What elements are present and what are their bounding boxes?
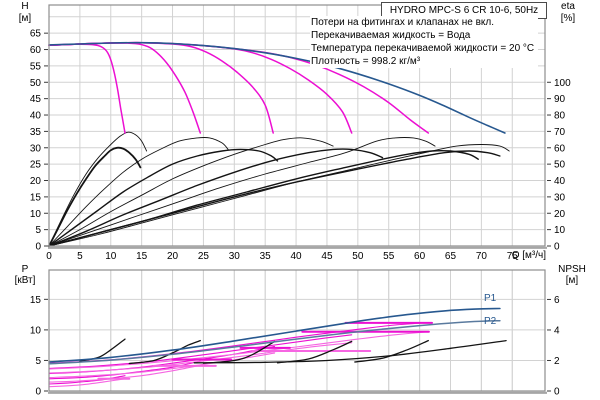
left-tick-label: 0: [35, 387, 41, 398]
x-tick-label: 65: [445, 251, 457, 262]
eta-curve-2: [48, 136, 229, 247]
info-line-liquid: Перекачиваемая жидкость = Вода: [311, 30, 471, 41]
x-tick-label: 15: [136, 251, 148, 262]
left-tick-label: 60: [30, 45, 42, 56]
npsh-curve-final: [193, 339, 507, 364]
h-axis-title: H: [21, 1, 29, 12]
right-tick-label: 10: [554, 225, 566, 236]
right-tick-label: 80: [554, 111, 566, 122]
qh-curve-max: [48, 41, 506, 134]
left-tick-label: 10: [30, 325, 42, 336]
left-tick-label: 20: [30, 176, 42, 187]
left-tick-label: 65: [30, 29, 42, 40]
eta-curve-4: [48, 137, 334, 247]
eta-curve-9: [48, 150, 501, 247]
left-tick-label: 5: [35, 225, 41, 236]
x-tick-label: 60: [414, 251, 426, 262]
eta-curve-1: [48, 131, 148, 247]
left-tick-label: 10: [30, 209, 42, 220]
x-tick-label: 50: [352, 251, 364, 262]
right-tick-label: 90: [554, 94, 566, 105]
info-block: Потери на фитингах и клапанах не вкл. Пе…: [310, 16, 539, 68]
npsh-axis-title: NPSH: [558, 264, 586, 275]
h-axis-unit: [м]: [18, 13, 32, 24]
right-tick-label: 50: [554, 160, 566, 171]
eta-curve-8: [48, 144, 510, 247]
left-tick-label: 55: [30, 61, 42, 72]
right-tick-label: 4: [554, 325, 560, 336]
p-axis-unit: [кВт]: [14, 275, 36, 286]
p-curve-4a: [48, 334, 353, 369]
x-tick-label: 0: [46, 251, 52, 262]
x-tick-label: 55: [383, 251, 395, 262]
left-tick-label: 0: [35, 242, 41, 253]
right-tick-label: 20: [554, 209, 566, 220]
p2-curve: [48, 319, 501, 365]
left-tick-label: 45: [30, 94, 42, 105]
q-axis-title: Q [м³/ч]: [511, 250, 546, 261]
right-tick-label: 100: [554, 78, 571, 89]
left-tick-label: 5: [35, 356, 41, 367]
x-tick-label: 45: [321, 251, 333, 262]
right-tick-label: 0: [554, 387, 560, 398]
info-line-density: Плотность = 998.2 кг/м³: [311, 56, 421, 67]
info-line-losses: Потери на фитингах и клапанах не вкл.: [311, 17, 494, 28]
npsh-axis-unit: [м]: [565, 275, 579, 286]
eta-axis-unit: [%]: [560, 13, 576, 24]
left-tick-label: 30: [30, 143, 42, 154]
x-tick-label: 5: [77, 251, 83, 262]
left-tick-label: 15: [30, 192, 42, 203]
right-tick-label: 60: [554, 143, 566, 154]
right-tick-label: 6: [554, 295, 560, 306]
x-tick-label: 70: [476, 251, 488, 262]
x-tick-label: 35: [260, 251, 272, 262]
right-tick-label: 30: [554, 192, 566, 203]
left-tick-label: 35: [30, 127, 42, 138]
x-tick-label: 30: [229, 251, 241, 262]
right-tick-label: 70: [554, 127, 566, 138]
left-tick-label: 15: [30, 295, 42, 306]
left-tick-label: 40: [30, 111, 42, 122]
eta-curve-3: [48, 148, 279, 247]
eta-curve-6: [48, 137, 436, 247]
npsh-tooth-2: [128, 339, 201, 365]
right-tick-label: 40: [554, 176, 566, 187]
p2-curve-label: P2: [484, 316, 497, 327]
npsh-tooth-5: [354, 339, 429, 363]
left-tick-label: 25: [30, 160, 42, 171]
right-tick-label: 2: [554, 356, 560, 367]
info-line-temperature: Температура перекачиваемой жидкости = 20…: [311, 43, 535, 54]
eta-curve-thick: [48, 146, 142, 247]
p1-curve-label: P1: [484, 293, 497, 304]
p-curve-1b: [48, 378, 126, 388]
p-curve-3b: [48, 352, 276, 379]
x-tick-label: 40: [291, 251, 303, 262]
p-curve-2b: [48, 364, 201, 383]
eta-axis-title: eta: [561, 1, 575, 12]
p-axis-title: P: [21, 264, 29, 275]
left-tick-label: 50: [30, 78, 42, 89]
x-tick-label: 75: [507, 251, 519, 262]
p1-curve: [48, 307, 501, 363]
x-tick-label: 20: [167, 251, 179, 262]
qh-eta-chart-frame: [48, 4, 546, 247]
power-npsh-chart-frame: [48, 269, 546, 392]
x-tick-label: 25: [198, 251, 210, 262]
x-tick-label: 10: [105, 251, 117, 262]
right-tick-label: 0: [554, 242, 560, 253]
